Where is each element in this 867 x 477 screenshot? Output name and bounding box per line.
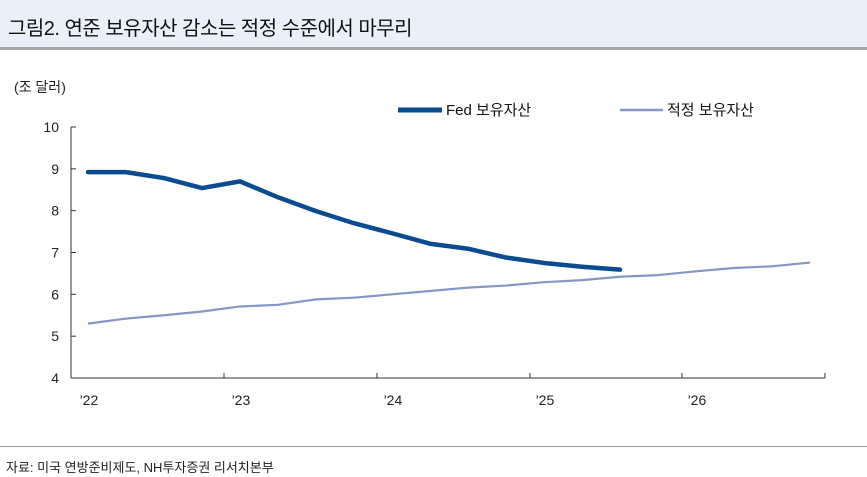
x-tick-label: '23 bbox=[232, 392, 250, 408]
y-tick-label: 9 bbox=[51, 161, 59, 177]
y-axis-unit-label: (조 달러) bbox=[14, 79, 66, 95]
y-tick-label: 5 bbox=[51, 328, 59, 344]
legend-label-fed: Fed 보유자산 bbox=[446, 102, 531, 119]
source-note: 자료: 미국 연방준비제도, NH투자증권 리서치본부 bbox=[6, 460, 274, 475]
figure-header: 그림2. 연준 보유자산 감소는 적정 수준에서 마무리 bbox=[0, 0, 867, 50]
y-tick-label: 8 bbox=[51, 203, 59, 219]
legend-label-target: 적정 보유자산 bbox=[667, 102, 754, 119]
y-tick-label: 6 bbox=[51, 286, 59, 302]
y-tick-label: 10 bbox=[43, 119, 59, 135]
legend: Fed 보유자산 적정 보유자산 bbox=[398, 102, 754, 119]
footer: 자료: 미국 연방준비제도, NH투자증권 리서치본부 bbox=[0, 446, 867, 475]
series-line-fed bbox=[85, 169, 623, 272]
x-tick-label: '26 bbox=[688, 392, 706, 408]
y-tick-label: 7 bbox=[51, 245, 59, 261]
line-chart: (조 달러) Fed 보유자산 적정 보유자산 10 9 8 7 6 5 4 '22 '23 '2… bbox=[14, 79, 826, 408]
figure-title: 그림2. 연준 보유자산 감소는 적정 수준에서 마무리 bbox=[8, 18, 413, 40]
series-line-target bbox=[87, 261, 811, 325]
y-tick-label: 4 bbox=[51, 370, 59, 386]
x-tick-label: '24 bbox=[384, 392, 402, 408]
x-tick-label: '22 bbox=[80, 392, 98, 408]
x-tick-label: '25 bbox=[536, 392, 554, 408]
